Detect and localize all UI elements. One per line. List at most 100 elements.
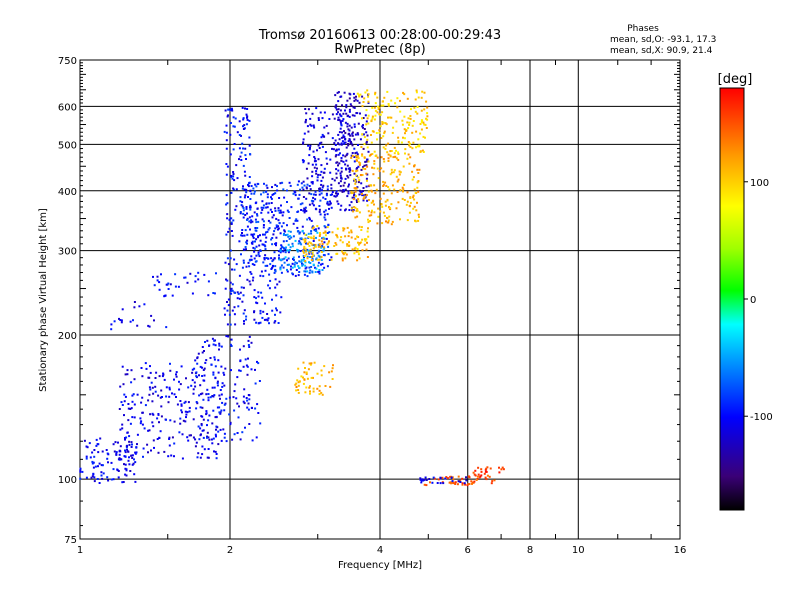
data-point (229, 343, 232, 346)
data-point (318, 239, 321, 242)
data-point (342, 136, 345, 139)
data-point (318, 210, 321, 213)
data-point (252, 187, 255, 190)
data-point (194, 385, 197, 388)
data-point (330, 187, 333, 190)
data-point (366, 179, 368, 182)
data-point (404, 132, 406, 135)
data-point (402, 165, 405, 168)
data-point (300, 243, 303, 246)
data-point (259, 234, 261, 237)
data-point (380, 167, 383, 170)
data-point (231, 109, 234, 112)
data-point (207, 399, 210, 402)
data-point (250, 341, 253, 344)
data-point (323, 213, 326, 216)
data-point (277, 228, 279, 231)
data-point (342, 229, 345, 232)
data-point (384, 181, 387, 184)
data-point (309, 262, 312, 264)
data-point (367, 227, 369, 230)
data-point (319, 233, 322, 236)
data-point (243, 170, 246, 173)
data-point (279, 232, 282, 235)
data-point (341, 140, 344, 143)
data-point (331, 378, 334, 380)
data-point (328, 203, 331, 206)
data-point (219, 397, 221, 400)
data-point (316, 372, 319, 375)
data-point (307, 108, 310, 111)
data-point (344, 121, 347, 124)
data-point (150, 381, 153, 384)
data-point (302, 251, 305, 254)
data-point (477, 466, 480, 469)
data-point (199, 365, 202, 368)
data-point (121, 308, 124, 311)
data-point (255, 185, 258, 188)
data-point (165, 386, 168, 389)
data-point (124, 451, 127, 454)
data-point (262, 224, 265, 226)
data-point (291, 272, 294, 275)
data-point (248, 423, 251, 425)
data-point (247, 344, 250, 346)
data-point (406, 219, 409, 222)
data-point (245, 123, 248, 126)
data-point (283, 230, 286, 233)
data-point (362, 126, 364, 129)
data-point (304, 233, 307, 236)
data-point (220, 409, 223, 412)
data-point (254, 218, 257, 221)
data-point (260, 193, 262, 196)
data-point (475, 479, 478, 481)
data-point (275, 307, 277, 310)
data-point (124, 455, 127, 458)
data-point (239, 359, 242, 362)
data-point (262, 275, 265, 278)
data-point (425, 117, 427, 120)
data-point (341, 250, 344, 253)
data-point (303, 207, 306, 210)
data-point (353, 99, 356, 102)
data-point (362, 124, 364, 127)
data-point (232, 148, 235, 151)
data-point (271, 216, 274, 219)
data-point (241, 266, 244, 269)
data-point (107, 479, 110, 482)
data-point (97, 443, 100, 446)
data-point (381, 123, 384, 125)
data-point (241, 187, 244, 190)
data-point (348, 138, 351, 141)
data-point (387, 157, 390, 160)
data-point (250, 255, 253, 258)
data-point (288, 217, 291, 219)
data-point (295, 389, 298, 392)
data-point (223, 307, 226, 310)
data-point (362, 190, 364, 192)
data-point (169, 283, 172, 286)
data-point (365, 120, 368, 123)
data-point (320, 192, 323, 195)
data-point (315, 257, 318, 260)
data-point (390, 116, 393, 119)
data-point (474, 474, 477, 477)
data-point (239, 155, 242, 158)
data-point (239, 348, 241, 351)
data-point (474, 469, 477, 472)
data-point (223, 409, 226, 412)
data-point (320, 374, 323, 377)
data-point (278, 211, 281, 214)
data-point (280, 264, 283, 267)
data-point (226, 301, 228, 303)
data-point (416, 168, 419, 171)
data-point (195, 407, 198, 410)
data-point (233, 179, 236, 182)
data-point (280, 296, 283, 299)
data-point (213, 358, 216, 361)
data-point (286, 270, 289, 273)
data-point (202, 369, 205, 371)
data-point (306, 248, 309, 251)
data-point (107, 461, 109, 464)
data-point (241, 142, 244, 145)
